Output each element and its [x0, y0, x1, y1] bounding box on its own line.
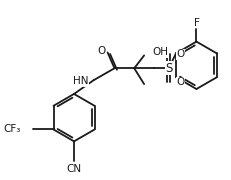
Text: O: O: [97, 46, 106, 57]
Text: F: F: [194, 18, 199, 28]
Text: CF₃: CF₃: [3, 125, 21, 134]
Text: O: O: [177, 77, 185, 87]
Text: CN: CN: [67, 164, 82, 174]
Text: OH: OH: [152, 48, 168, 57]
Text: S: S: [165, 62, 173, 75]
Text: O: O: [177, 50, 185, 59]
Text: HN: HN: [73, 76, 89, 86]
